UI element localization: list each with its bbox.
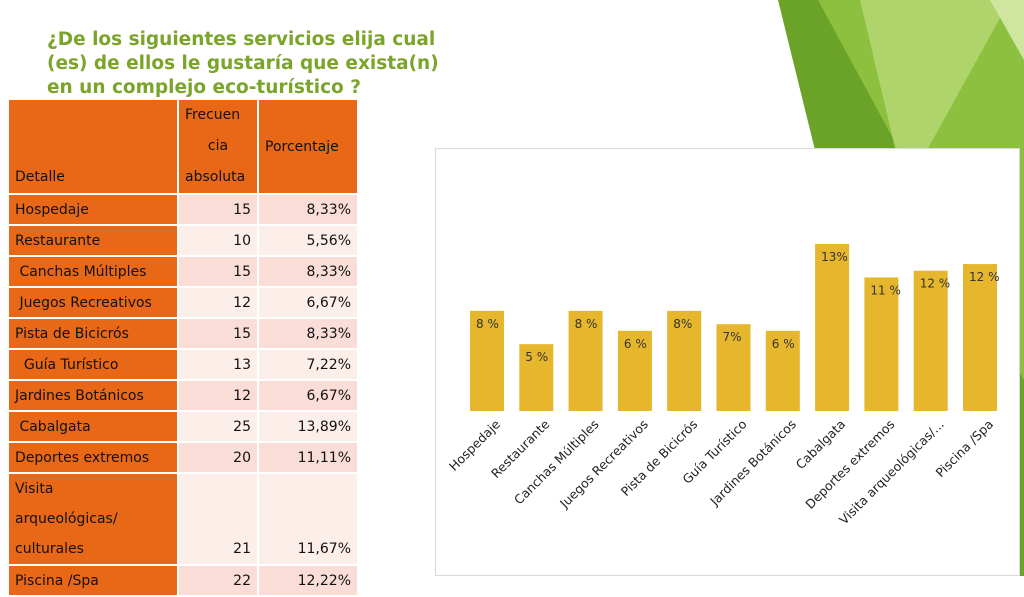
table-row: Deportes extremos 20 11,11%	[9, 443, 359, 474]
services-table: Detalle Frecuen cia absoluta Porcentaje …	[9, 100, 359, 597]
cell-frecuencia: 10	[179, 226, 259, 257]
bar	[617, 330, 652, 411]
bar	[568, 310, 603, 411]
data-label: 6 %	[772, 337, 795, 351]
cell-frecuencia: 12	[179, 381, 259, 412]
cell-frecuencia: 15	[179, 195, 259, 226]
cell-detalle: Guía Turístico	[9, 350, 179, 381]
table-row: Guía Turístico 13 7,22%	[9, 350, 359, 381]
header-frecuencia-line: Frecuen	[185, 107, 241, 123]
table-row: Visita arqueológicas/ culturales 21 11,6…	[9, 474, 359, 566]
cell-porcentaje: 8,33%	[259, 319, 359, 350]
cell-detalle: Deportes extremos	[9, 443, 179, 474]
cell-frecuencia: 13	[179, 350, 259, 381]
data-label: 5 %	[525, 350, 548, 364]
cell-detalle: Restaurante	[9, 226, 179, 257]
cell-porcentaje: 5,56%	[259, 226, 359, 257]
category-label: Canchas Múltiples	[511, 417, 602, 508]
bar	[716, 324, 751, 411]
cell-porcentaje: 6,67%	[259, 288, 359, 319]
data-label: 8 %	[575, 317, 598, 331]
data-label: 13%	[821, 250, 848, 264]
cell-frecuencia: 25	[179, 412, 259, 443]
bar	[864, 277, 899, 411]
bar	[963, 264, 997, 411]
table-row: Jardines Botánicos 12 6,67%	[9, 381, 359, 412]
cell-frecuencia: 21	[179, 474, 259, 566]
bar	[519, 344, 554, 411]
data-label: 12 %	[920, 277, 951, 291]
data-label: 11 %	[870, 283, 901, 297]
header-frecuencia: Frecuen cia absoluta	[179, 100, 259, 195]
data-label: 8%	[673, 317, 692, 331]
cell-detalle: Piscina /Spa	[9, 566, 179, 597]
table-row: Hospedaje 15 8,33%	[9, 195, 359, 226]
table-row: Piscina /Spa 22 12,22%	[9, 566, 359, 597]
table-row: Canchas Múltiples 15 8,33%	[9, 257, 359, 288]
cell-detalle: Cabalgata	[9, 412, 179, 443]
table-row: Cabalgata 25 13,89%	[9, 412, 359, 443]
table-row: Restaurante 10 5,56%	[9, 226, 359, 257]
table-row: Juegos Recreativos 12 6,67%	[9, 288, 359, 319]
cell-detalle: Canchas Múltiples	[9, 257, 179, 288]
bar	[470, 310, 504, 411]
cell-detalle: Visita arqueológicas/ culturales	[9, 474, 179, 566]
cell-detalle-line: culturales	[15, 541, 84, 557]
cell-detalle: Jardines Botánicos	[9, 381, 179, 412]
bar	[667, 310, 702, 411]
header-frecuencia-line: cia	[207, 138, 229, 154]
cell-detalle-line: arqueológicas/	[15, 511, 118, 527]
cell-detalle: Juegos Recreativos	[9, 288, 179, 319]
cell-detalle: Hospedaje	[9, 195, 179, 226]
data-label: 12 %	[969, 270, 1000, 284]
header-detalle: Detalle	[9, 100, 179, 195]
bar-chart: 8 % Hospedaje 5 % Restaurante 8 % Canchas Múl…	[435, 148, 1020, 576]
cell-porcentaje: 12,22%	[259, 566, 359, 597]
cell-detalle: Pista de Bicicrós	[9, 319, 179, 350]
cell-frecuencia: 22	[179, 566, 259, 597]
green-corner	[990, 0, 1024, 60]
data-label: 6 %	[624, 337, 647, 351]
table-header-row: Detalle Frecuen cia absoluta Porcentaje	[9, 100, 359, 195]
cell-frecuencia: 12	[179, 288, 259, 319]
slide-title: ¿De los siguientes servicios elija cual …	[47, 29, 439, 98]
cell-porcentaje: 13,89%	[259, 412, 359, 443]
cell-frecuencia: 20	[179, 443, 259, 474]
data-label: 7%	[723, 330, 742, 344]
green-band-highlight	[860, 0, 1010, 190]
cell-frecuencia: 15	[179, 319, 259, 350]
cell-porcentaje: 8,33%	[259, 257, 359, 288]
cell-porcentaje: 7,22%	[259, 350, 359, 381]
data-label: 8 %	[476, 317, 499, 331]
cell-porcentaje: 11,11%	[259, 443, 359, 474]
cell-porcentaje: 11,67%	[259, 474, 359, 566]
category-label: Deportes extremos	[802, 417, 897, 512]
category-label: Juegos Recreativos	[556, 417, 651, 512]
header-frecuencia-line: absoluta	[185, 169, 246, 185]
bar	[815, 244, 850, 411]
bar	[765, 330, 800, 411]
cell-detalle-line: Visita	[15, 481, 54, 497]
header-porcentaje: Porcentaje	[259, 100, 359, 195]
table-row: Pista de Bicicrós 15 8,33%	[9, 319, 359, 350]
category-label: Jardines Botánicos	[706, 417, 799, 510]
bar	[913, 270, 948, 411]
cell-porcentaje: 8,33%	[259, 195, 359, 226]
cell-frecuencia: 15	[179, 257, 259, 288]
cell-porcentaje: 6,67%	[259, 381, 359, 412]
